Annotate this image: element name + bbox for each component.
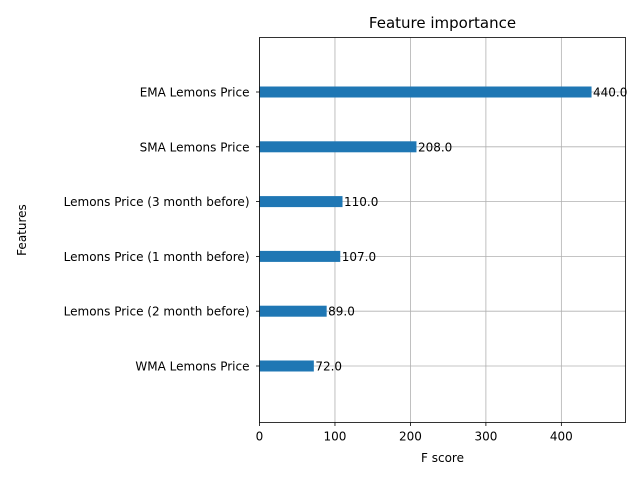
plot-frame bbox=[259, 37, 626, 423]
bar bbox=[259, 360, 314, 372]
chart-title: Feature importance bbox=[369, 14, 516, 32]
bar bbox=[259, 86, 592, 98]
y-tick-label: Lemons Price (3 month before) bbox=[64, 195, 250, 209]
bars bbox=[259, 86, 592, 372]
data-label: 107.0 bbox=[342, 250, 376, 264]
ticks: 0 100 200 300 400 WMA Lemons Price Lemons Pric… bbox=[64, 86, 573, 444]
x-tick-label: 200 bbox=[399, 430, 422, 444]
x-axis-label: F score bbox=[421, 451, 464, 465]
y-tick-label: EMA Lemons Price bbox=[140, 86, 250, 100]
x-tick-label: 100 bbox=[324, 430, 347, 444]
y-tick-label: Lemons Price (2 month before) bbox=[64, 305, 250, 319]
x-tick-label: 300 bbox=[474, 430, 497, 444]
bar bbox=[259, 250, 341, 262]
x-tick-label: 0 bbox=[256, 430, 264, 444]
data-label: 440.0 bbox=[593, 86, 627, 100]
bar bbox=[259, 196, 343, 208]
x-tick-label: 400 bbox=[550, 430, 573, 444]
y-tick-label: Lemons Price (1 month before) bbox=[64, 250, 250, 264]
data-label: 72.0 bbox=[315, 360, 342, 374]
y-tick-label: WMA Lemons Price bbox=[135, 360, 249, 374]
data-label: 89.0 bbox=[328, 305, 355, 319]
data-label: 110.0 bbox=[344, 195, 378, 209]
data-label: 208.0 bbox=[418, 140, 452, 154]
y-axis-label: Features bbox=[15, 204, 29, 256]
y-tick-label: SMA Lemons Price bbox=[140, 140, 250, 154]
bar bbox=[259, 305, 327, 317]
bar bbox=[259, 141, 417, 153]
data-labels: 72.0 89.0 107.0 110.0 208.0 440.0 bbox=[315, 86, 627, 374]
